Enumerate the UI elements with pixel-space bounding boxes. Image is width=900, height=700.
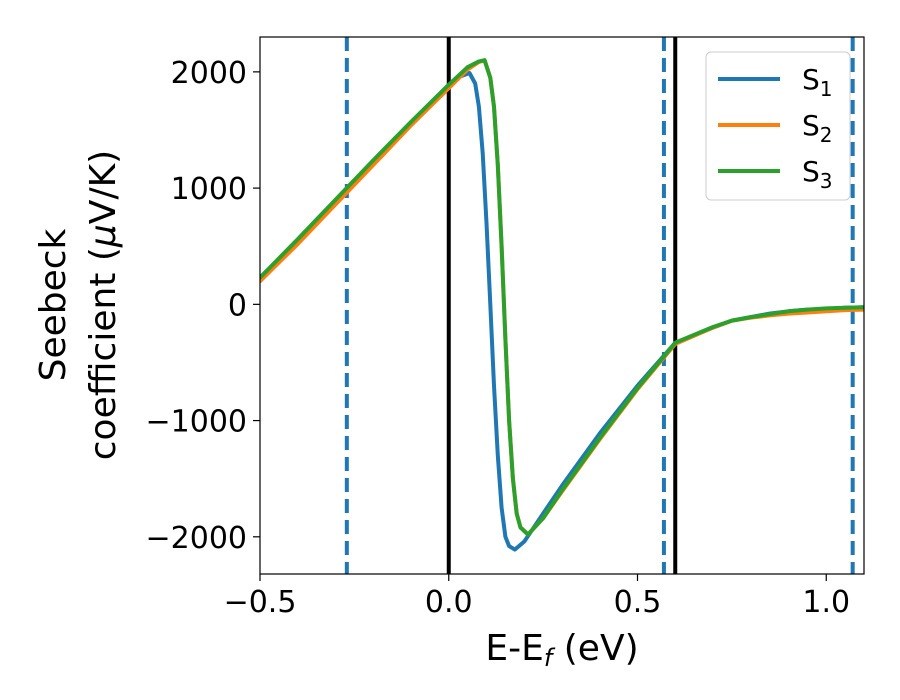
plot-frame — [259, 36, 865, 575]
y-tick-label: −1000 — [146, 405, 247, 440]
y-tick-label: 0 — [228, 288, 247, 323]
legend-label-S2: S2 — [802, 109, 833, 147]
x-tick-label: −0.5 — [224, 585, 297, 620]
y-tick-label: −2000 — [146, 521, 247, 556]
y-axis-ticks: −2000 −1000 0 1000 2000 — [146, 56, 260, 556]
x-tick-label: 0.0 — [425, 585, 473, 620]
y-axis-label-line1: Seebeck — [33, 228, 74, 381]
reference-lines — [344, 37, 855, 574]
x-axis-ticks: −0.5 0.0 0.5 1.0 — [224, 574, 850, 620]
legend-label-S3: S3 — [802, 155, 833, 193]
y-axis-label: Seebeck coefficient (μV/K) — [33, 150, 124, 460]
x-tick-label: 0.5 — [614, 585, 662, 620]
y-tick-label: 1000 — [171, 172, 247, 207]
legend: S1 S2 S3 — [705, 51, 851, 201]
y-axis-label-line2: coefficient (μV/K) — [83, 150, 124, 460]
series-line-S3 — [260, 58, 864, 537]
series-lines — [260, 58, 864, 552]
x-axis-label: E-Ef (eV) — [485, 628, 638, 672]
legend-label-S1: S1 — [802, 63, 833, 101]
x-tick-label: 1.0 — [802, 585, 850, 620]
y-tick-label: 2000 — [171, 56, 247, 91]
